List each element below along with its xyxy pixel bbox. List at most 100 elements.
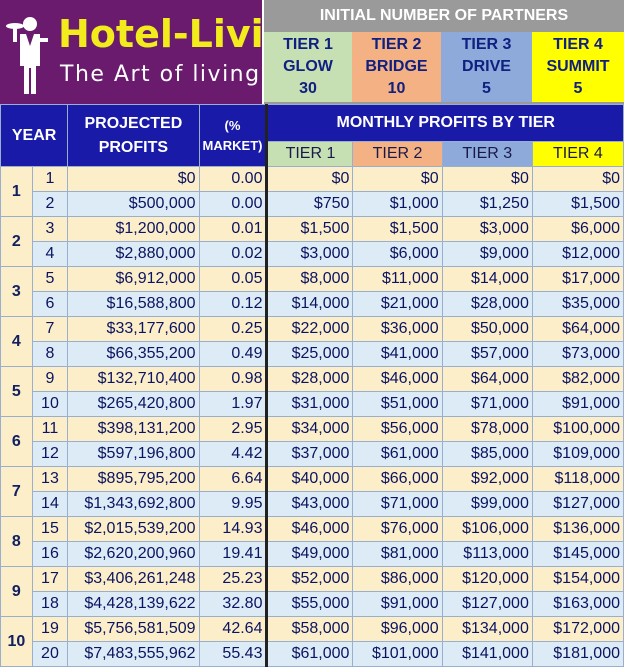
market-header-line2: MARKET) [202,137,263,153]
table-row: 14 $1,343,692,800 9.95 $43,000 $71,000 $99,00… [1,491,624,517]
tier-4-profit-cell: $35,000 [531,291,624,317]
table-row: 2 3 $1,200,000 0.01 $1,500 $1,500 $3,000 $6,000 [0,216,624,267]
year-cell: 8 [0,516,33,567]
tier-3-profit-cell: $28,000 [441,291,533,317]
tier-3-profit-cell: $0 [441,166,533,192]
projected-profit-cell: $2,880,000 [67,241,200,267]
waiter-icon [6,17,48,94]
market-share-cell: 0.02 [198,241,268,267]
tier-2-column-header: TIER 2 [352,141,443,167]
month-cell: 8 [31,341,69,367]
tier-1-profit-cell: $34,000 [265,416,354,442]
market-share-cell: 9.95 [198,491,268,517]
projected-profit-cell: $7,483,555,962 [67,641,200,667]
table-row: 3 5 $6,912,000 0.05 $8,000 $11,000 $14,000 $17,… [0,266,624,317]
tier-4-profit-cell: $17,000 [531,266,624,292]
month-cell: 10 [31,391,69,417]
market-share-cell: 14.93 [198,516,268,542]
projected-profit-cell: $6,912,000 [67,266,200,292]
tier-2-profit-cell: $81,000 [352,541,443,567]
tier-4-profit-cell: $154,000 [531,566,624,592]
month-cell: 3 [31,216,69,242]
month-cell: 12 [31,441,69,467]
tier-1-profit-cell: $750 [265,191,354,217]
tier-1-profit-cell: $31,000 [265,391,354,417]
initial-partners-panel: INITIAL NUMBER OF PARTNERS TIER 1 GLOW 3… [264,0,624,104]
projected-profit-cell: $132,710,400 [67,366,200,392]
table-row: 4 $2,880,000 0.02 $3,000 $6,000 $9,000 $12,000 [1,241,624,267]
tier-2-profit-cell: $66,000 [352,466,443,492]
tier-count: 30 [299,80,317,97]
month-cell: 19 [31,616,69,642]
table-row: 8 $66,355,200 0.49 $25,000 $41,000 $57,000 $73… [1,341,624,367]
tier-2-profit-cell: $86,000 [352,566,443,592]
tier-2-profit-cell: $0 [352,166,443,192]
month-cell: 11 [31,416,69,442]
tier-4-profit-cell: $145,000 [531,541,624,567]
monthly-profits-header: MONTHLY PROFITS BY TIER [265,104,624,142]
tier-1-profit-cell: $61,000 [265,641,354,667]
month-cell: 2 [31,191,69,217]
tier-4-profit-cell: $64,000 [531,316,624,342]
market-share-cell: 0.12 [198,291,268,317]
projected-profit-cell: $398,131,200 [67,416,200,442]
tier-2-profit-cell: $11,000 [352,266,443,292]
tier-1-profit-cell: $28,000 [265,366,354,392]
projected-header-line1: PROJECTED [84,114,183,132]
year-cell: 4 [0,316,33,367]
tier-4-profit-cell: $0 [531,166,624,192]
tier-2-profit-cell: $101,000 [352,641,443,667]
month-cell: 4 [31,241,69,267]
table-row: 9 17 $3,406,261,248 25.23 $52,000 $86,000 $120… [0,566,624,617]
partners-title: INITIAL NUMBER OF PARTNERS [319,7,569,24]
projected-profit-cell: $265,420,800 [67,391,200,417]
market-share-header: (% MARKET) [198,104,268,167]
tier-1-profit-cell: $58,000 [265,616,354,642]
tier-1-profit-cell: $43,000 [265,491,354,517]
tier-name: BRIDGE [365,58,428,75]
tier-2-profit-cell: $76,000 [352,516,443,542]
tier-3-profit-cell: $92,000 [441,466,533,492]
table-row: 4 7 $33,177,600 0.25 $22,000 $36,000 $50,000 $6… [0,316,624,367]
projected-profit-cell: $597,196,800 [67,441,200,467]
tier-3-profit-cell: $141,000 [441,641,533,667]
projected-profit-cell: $3,406,261,248 [67,566,200,592]
table-row: 10 19 $5,756,581,509 42.64 $58,000 $96,000 $13… [0,616,624,667]
tier-3-profit-cell: $120,000 [441,566,533,592]
tier-label: TIER 4 [553,36,603,53]
tier-1-profit-cell: $3,000 [265,241,354,267]
month-cell: 17 [31,566,69,592]
tier-3-profit-cell: $9,000 [441,241,533,267]
tier-name: SUMMIT [546,58,610,75]
projected-profit-cell: $66,355,200 [67,341,200,367]
table-row: 5 9 $132,710,400 0.98 $28,000 $46,000 $64,000 $… [0,366,624,417]
tier-4-profit-cell: $82,000 [531,366,624,392]
projected-header-line2: PROFITS [98,138,169,156]
market-share-cell: 4.42 [198,441,268,467]
tier-label: TIER 1 [283,36,333,53]
month-cell: 7 [31,316,69,342]
projected-profit-cell: $895,795,200 [67,466,200,492]
table-row: 20 $7,483,555,962 55.43 $61,000 $101,000 $141… [1,641,624,667]
projected-profit-cell: $2,620,200,960 [67,541,200,567]
month-cell: 20 [31,641,69,667]
tier-4-partners: TIER 4 SUMMIT 5 [532,32,624,102]
market-share-cell: 2.95 [198,416,268,442]
market-share-cell: 0.00 [198,191,268,217]
tier-2-partners: TIER 2 BRIDGE 10 [352,32,441,102]
table-row: 1 1 $0 0.00 $0 $0 $0 $0 [0,166,624,217]
market-header-line1: (% [224,117,241,133]
tier-1-profit-cell: $49,000 [265,541,354,567]
tier-3-profit-cell: $78,000 [441,416,533,442]
tier-3-partners: TIER 3 DRIVE 5 [441,32,532,102]
month-cell: 13 [31,466,69,492]
projected-profit-cell: $2,015,539,200 [67,516,200,542]
tier-3-profit-cell: $3,000 [441,216,533,242]
market-share-cell: 42.64 [198,616,268,642]
projected-profit-cell: $16,588,800 [67,291,200,317]
tier-2-profit-cell: $6,000 [352,241,443,267]
month-cell: 6 [31,291,69,317]
projected-profits-header: PROJECTED PROFITS [67,104,200,167]
projected-profit-cell: $500,000 [67,191,200,217]
logo-subtitle: The Art of living [60,62,261,87]
